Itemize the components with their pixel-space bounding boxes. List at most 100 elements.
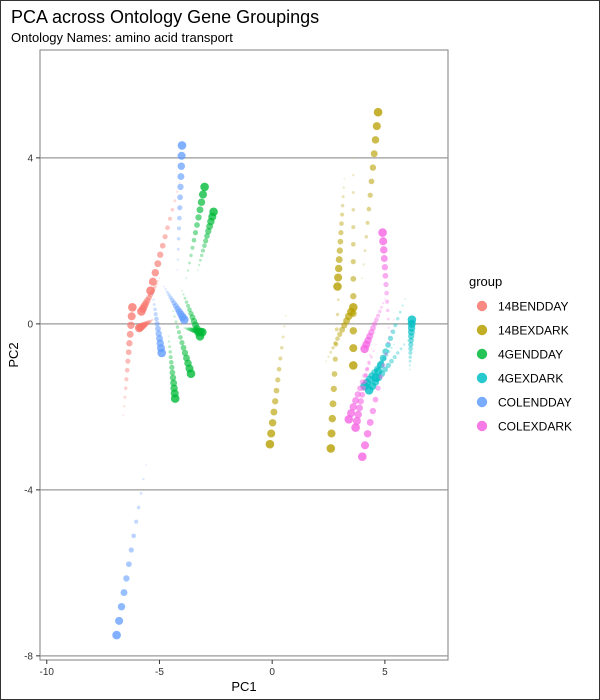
data-point — [136, 505, 141, 510]
data-point — [333, 282, 342, 291]
data-point — [123, 386, 128, 390]
data-point — [329, 350, 333, 354]
data-point — [151, 287, 156, 292]
series-4GEXDARK — [360, 298, 417, 395]
data-point — [196, 206, 204, 214]
data-point — [177, 215, 182, 221]
legend-label: COLENDDAY — [498, 396, 572, 410]
data-point — [197, 198, 206, 206]
data-point — [385, 308, 390, 313]
data-point — [152, 303, 156, 306]
data-point — [117, 602, 126, 611]
data-point — [408, 337, 414, 344]
data-point — [359, 379, 365, 385]
data-point — [191, 327, 198, 334]
data-point — [361, 277, 364, 280]
data-point — [131, 533, 137, 539]
data-point — [331, 345, 335, 350]
data-point — [168, 359, 174, 365]
data-point — [134, 519, 139, 524]
data-point — [336, 298, 340, 302]
data-point — [154, 321, 160, 327]
legend-title: group — [469, 274, 502, 289]
data-point — [370, 325, 376, 331]
data-point — [379, 354, 387, 362]
data-point — [381, 264, 389, 271]
data-point — [168, 345, 172, 349]
data-point — [169, 364, 175, 370]
x-tick-label: -5 — [155, 667, 164, 678]
data-point — [366, 418, 374, 426]
data-point — [408, 359, 412, 363]
data-point — [177, 162, 186, 170]
data-point — [349, 344, 358, 353]
data-point — [146, 320, 151, 325]
data-point — [329, 400, 337, 408]
data-point — [387, 326, 390, 329]
data-point — [168, 295, 173, 300]
data-point — [123, 405, 126, 408]
data-point — [398, 310, 402, 314]
data-point — [144, 320, 150, 326]
data-point — [390, 329, 396, 335]
data-point — [125, 349, 132, 356]
data-point — [175, 325, 180, 329]
data-point — [153, 312, 158, 317]
data-point — [198, 258, 202, 262]
data-point — [372, 321, 378, 327]
data-point — [373, 107, 383, 117]
data-point — [387, 335, 394, 341]
data-point — [176, 237, 181, 241]
data-point — [375, 343, 377, 346]
data-point — [265, 439, 275, 449]
legend-key — [476, 396, 488, 408]
x-tick-label: 5 — [382, 667, 388, 678]
data-point — [340, 203, 345, 208]
data-point — [408, 364, 412, 367]
data-point — [170, 208, 175, 212]
data-point — [154, 316, 159, 322]
data-point — [384, 352, 388, 356]
data-point — [401, 304, 404, 307]
data-point — [272, 398, 279, 405]
data-point — [380, 246, 388, 254]
data-point — [325, 360, 328, 363]
data-point — [347, 409, 356, 418]
data-point — [334, 264, 343, 273]
data-point — [178, 181, 181, 184]
data-point — [341, 322, 348, 329]
data-point — [382, 366, 388, 373]
data-point — [122, 414, 125, 417]
data-point — [194, 222, 200, 228]
data-point — [176, 190, 179, 193]
data-point — [159, 242, 166, 249]
data-point — [372, 396, 379, 403]
data-point — [190, 245, 195, 250]
data-point — [268, 419, 277, 427]
data-point — [168, 350, 172, 354]
data-point — [183, 296, 187, 300]
data-point — [393, 318, 395, 321]
data-point — [189, 314, 196, 321]
data-point — [283, 325, 286, 328]
data-point — [270, 408, 278, 416]
data-point — [333, 341, 338, 346]
chart-title: PCA across Ontology Gene Groupings — [11, 7, 319, 27]
y-tick-label: 0 — [27, 319, 33, 330]
data-point — [165, 225, 170, 231]
data-point — [112, 630, 121, 640]
data-point — [384, 290, 389, 296]
data-point — [184, 300, 189, 304]
data-point — [383, 281, 389, 288]
series-14BEXDARK — [265, 107, 383, 453]
legend-label: 14BENDDAY — [498, 300, 568, 314]
data-point — [408, 342, 414, 348]
data-point — [339, 326, 345, 333]
data-point — [354, 410, 362, 419]
data-point — [189, 327, 195, 333]
data-point — [176, 330, 182, 335]
axis-ticks: -8 -4 0 4 -10 -5 0 5 — [24, 153, 388, 678]
data-point — [157, 251, 164, 258]
data-point — [340, 212, 345, 217]
data-point — [190, 327, 196, 333]
